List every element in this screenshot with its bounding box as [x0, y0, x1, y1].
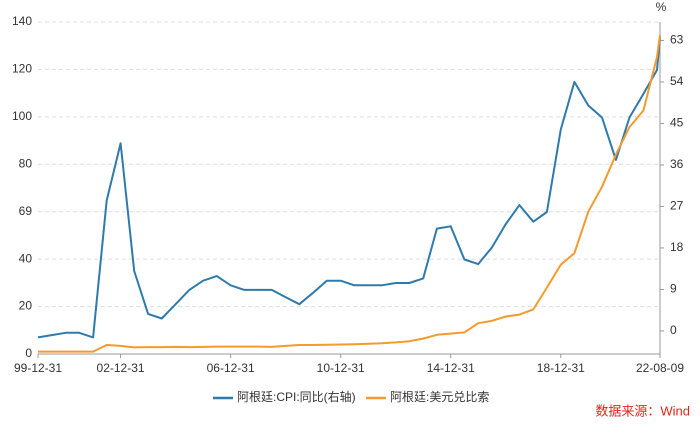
y-tick-label: 40	[19, 251, 33, 265]
x-tick-label: 22-08-09	[636, 361, 684, 375]
y2-tick-label: 54	[670, 74, 684, 88]
y-tick-label: 80	[19, 156, 33, 170]
y-tick-label: 140	[12, 14, 32, 28]
series-line	[37, 37, 661, 339]
legend-label: 阿根廷:CPI:同比(右轴)	[237, 389, 356, 404]
x-tick-label: 06-12-31	[207, 361, 255, 375]
y2-tick-label: 0	[670, 323, 677, 337]
x-tick-label: 14-12-31	[427, 361, 475, 375]
x-tick-label: 18-12-31	[537, 361, 585, 375]
y2-axis-label: %	[656, 0, 667, 14]
y-tick-label: 100	[12, 109, 32, 123]
x-tick-label: 99-12-31	[14, 361, 62, 375]
y-tick-label: 120	[12, 62, 32, 76]
y2-tick-label: 63	[670, 33, 684, 47]
y-tick-label: 20	[19, 299, 33, 313]
y2-tick-label: 27	[670, 199, 684, 213]
y2-tick-label: 45	[670, 116, 684, 130]
legend-label: 阿根廷:美元兑比索	[390, 390, 489, 404]
y-tick-label: 69	[19, 204, 33, 218]
source-note: 数据来源：Wind	[595, 403, 690, 418]
series-line	[38, 34, 661, 353]
y2-tick-label: 9	[670, 282, 677, 296]
y2-tick-label: 18	[670, 240, 684, 254]
y2-tick-label: 36	[670, 157, 684, 171]
x-tick-label: 02-12-31	[97, 361, 145, 375]
x-tick-label: 10-12-31	[317, 361, 365, 375]
y-tick-label: 0	[25, 346, 32, 360]
